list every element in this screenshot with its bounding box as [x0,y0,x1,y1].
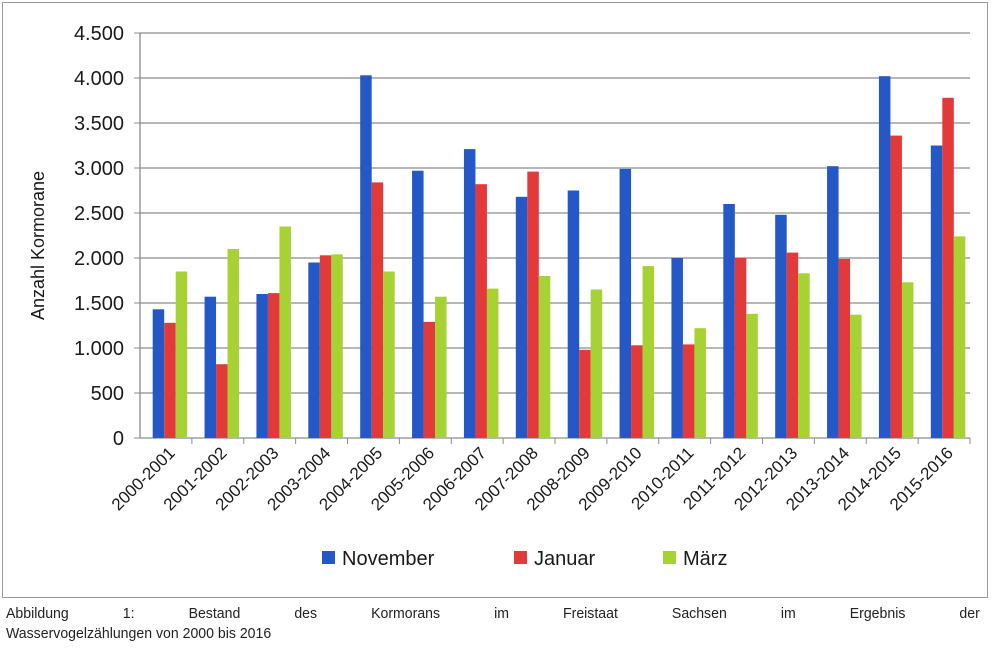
bar-november-2005-2006 [412,170,424,438]
y-tick-label: 2.500 [74,203,124,225]
bar-mrz-2008-2009 [590,289,603,438]
bar-mrz-2010-2011 [694,328,706,438]
y-tick-label: 4.500 [74,23,124,45]
caption-word: Kormorans [371,605,441,622]
y-tick-label: 3.500 [74,113,124,135]
bar-mrz-2000-2001 [175,271,188,438]
y-tick-label: 1.500 [74,293,124,315]
bar-mrz-2001-2002 [227,249,240,438]
bar-mrz-2015-2016 [953,236,966,438]
y-tick-label: 500 [91,383,124,405]
bar-mrz-2013-2014 [850,314,862,438]
y-axis-label: Anzahl Kormorane [28,171,48,320]
bar-januar-2015-2016 [942,97,954,439]
bar-januar-2007-2008 [527,171,539,438]
bar-november-2009-2010 [619,168,632,438]
bar-november-2002-2003 [256,294,268,438]
legend-label: November [342,548,435,570]
bar-november-2001-2002 [204,296,217,438]
bar-november-2006-2007 [463,149,476,438]
bar-januar-2014-2015 [890,135,902,438]
bar-november-2013-2014 [827,166,839,438]
caption-line-1: Abbildung 1: Bestand des Kormorans im Freistaa… [6,604,980,624]
legend-label: März [683,548,727,570]
bar-november-2012-2013 [775,214,787,438]
y-tick-label: 2.000 [74,248,124,270]
bar-januar-2005-2006 [423,321,436,438]
legend-swatch-november [322,551,335,564]
legend-label: Januar [534,548,595,570]
y-tick-label: 0 [113,428,124,450]
bar-november-2007-2008 [515,196,528,438]
bar-november-2004-2005 [360,75,372,439]
bar-januar-2002-2003 [267,293,280,438]
bar-mrz-2004-2005 [383,271,395,438]
bar-mrz-2011-2012 [746,313,758,438]
caption-word: Bestand [188,605,241,622]
bar-mrz-2012-2013 [798,273,810,438]
bar-november-2011-2012 [723,204,735,438]
bar-mrz-2006-2007 [486,288,499,438]
caption-line-2: Wasservogelzählungen von 2000 bis 2016 [6,625,272,642]
bar-november-2010-2011 [671,258,683,438]
bar-januar-2006-2007 [475,184,487,438]
bar-januar-2009-2010 [631,345,643,438]
bar-november-2003-2004 [308,262,320,438]
caption-word: Ergebnis [849,605,906,622]
bar-januar-2001-2002 [216,364,228,438]
bar-januar-2010-2011 [682,344,695,438]
bar-mrz-2002-2003 [279,226,291,438]
bar-november-2000-2001 [152,309,165,438]
y-tick-label: 3.000 [74,158,124,180]
caption-word: der [959,605,980,622]
caption-word: des [294,605,318,622]
caption-word: Sachsen [671,605,727,622]
bar-november-2015-2016 [930,145,943,438]
bar-januar-2012-2013 [786,252,799,438]
bar-mrz-2005-2006 [435,296,447,438]
y-tick-label: 1.000 [74,338,124,360]
figure-caption: Abbildung 1: Bestand des Kormorans im Freistaa… [6,604,980,644]
y-tick-label: 4.000 [74,68,124,90]
caption-word: Freistaat [563,605,618,622]
bar-januar-2004-2005 [371,182,384,438]
bar-januar-2003-2004 [319,255,332,438]
caption-word: im [780,605,796,622]
bar-januar-2013-2014 [838,258,851,438]
bar-chart: 0 500 1.000 1.500 2.000 2.500 3.000 3.500 4.000 4… [28,23,971,570]
legend-swatch-januar [514,551,527,564]
bar-mrz-2009-2010 [642,266,655,438]
caption-word: 1: [122,605,135,622]
caption-word: im [494,605,509,622]
bar-november-2008-2009 [567,190,580,438]
bar-januar-2000-2001 [164,322,176,438]
bar-mrz-2003-2004 [331,254,343,438]
bar-januar-2008-2009 [579,349,591,438]
bar-november-2014-2015 [878,76,891,438]
bar-januar-2011-2012 [734,258,747,438]
bar-mrz-2007-2008 [538,276,551,438]
bar-mrz-2014-2015 [901,282,914,438]
caption-word: Abbildung [6,605,69,622]
legend-swatch-mrz [663,551,676,564]
